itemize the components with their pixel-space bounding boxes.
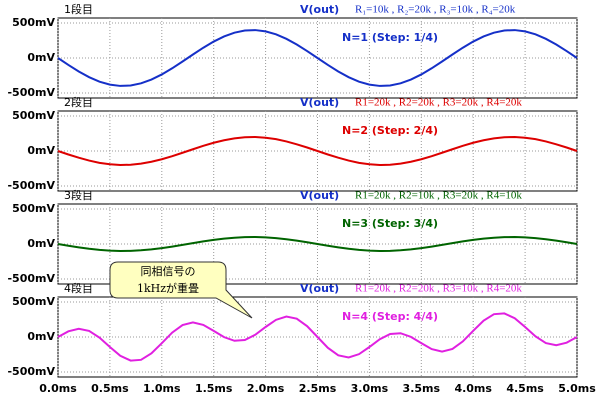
- y-tick-label: 500mV: [12, 16, 55, 29]
- params: R1=20k , R2=20k , R3=10k , R4=20k: [355, 283, 522, 295]
- y-tick-label: -500mV: [7, 365, 55, 378]
- series-line: [57, 29, 578, 87]
- y-tick-label: -500mV: [7, 86, 55, 99]
- series-name: V(out): [300, 3, 339, 16]
- params: R1=20k , R2=20k , R3=20k , R4=20k: [355, 97, 522, 109]
- callout-text: 1kHzが重畳: [137, 281, 199, 295]
- panel-label: 1段目: [64, 2, 93, 16]
- step-label: N=2 (Step: 2/4): [342, 124, 438, 137]
- params: R1=20k , R2=10k , R3=20k , R4=10k: [355, 190, 522, 202]
- y-tick-label: 0mV: [27, 330, 55, 343]
- series-line: [57, 135, 578, 167]
- x-tick-label: 0.5ms: [91, 382, 129, 395]
- series-line: [57, 235, 578, 253]
- x-tick-label: 3.0ms: [351, 382, 389, 395]
- step-label: N=1 (Step: 1/4): [342, 31, 438, 44]
- step-label: N=3 (Step: 3/4): [342, 217, 438, 230]
- y-tick-label: 0mV: [27, 51, 55, 64]
- params: R₁=10k , R₂=20k , R₃=10k , R₄=20k: [355, 4, 516, 16]
- series-name: V(out): [300, 282, 339, 295]
- y-tick-label: 0mV: [27, 237, 55, 250]
- series-name: V(out): [300, 189, 339, 202]
- x-tick-label: 4.5ms: [506, 382, 544, 395]
- step-label: N=4 (Step: 4/4): [342, 310, 438, 323]
- x-tick-label: 1.0ms: [143, 382, 181, 395]
- series-line: [57, 312, 578, 362]
- x-tick-label: 4.0ms: [454, 382, 492, 395]
- y-tick-label: 500mV: [12, 295, 55, 308]
- y-tick-label: -500mV: [7, 272, 55, 285]
- x-tick-label: 2.5ms: [299, 382, 337, 395]
- y-tick-label: 500mV: [12, 202, 55, 215]
- x-tick-label: 1.5ms: [195, 382, 233, 395]
- series-name: V(out): [300, 96, 339, 109]
- panel-label: 4段目: [64, 281, 93, 295]
- x-tick-label: 2.0ms: [247, 382, 285, 395]
- y-tick-label: 0mV: [27, 144, 55, 157]
- x-tick-label: 5.0ms: [558, 382, 596, 395]
- callout-bubble: [109, 261, 253, 319]
- callout-text: 同相信号の: [141, 265, 196, 278]
- y-tick-label: -500mV: [7, 179, 55, 192]
- y-tick-label: 500mV: [12, 109, 55, 122]
- panel-label: 2段目: [64, 95, 93, 109]
- x-tick-label: 0.0ms: [39, 382, 77, 395]
- panel-label: 3段目: [64, 188, 93, 202]
- x-tick-label: 3.5ms: [403, 382, 441, 395]
